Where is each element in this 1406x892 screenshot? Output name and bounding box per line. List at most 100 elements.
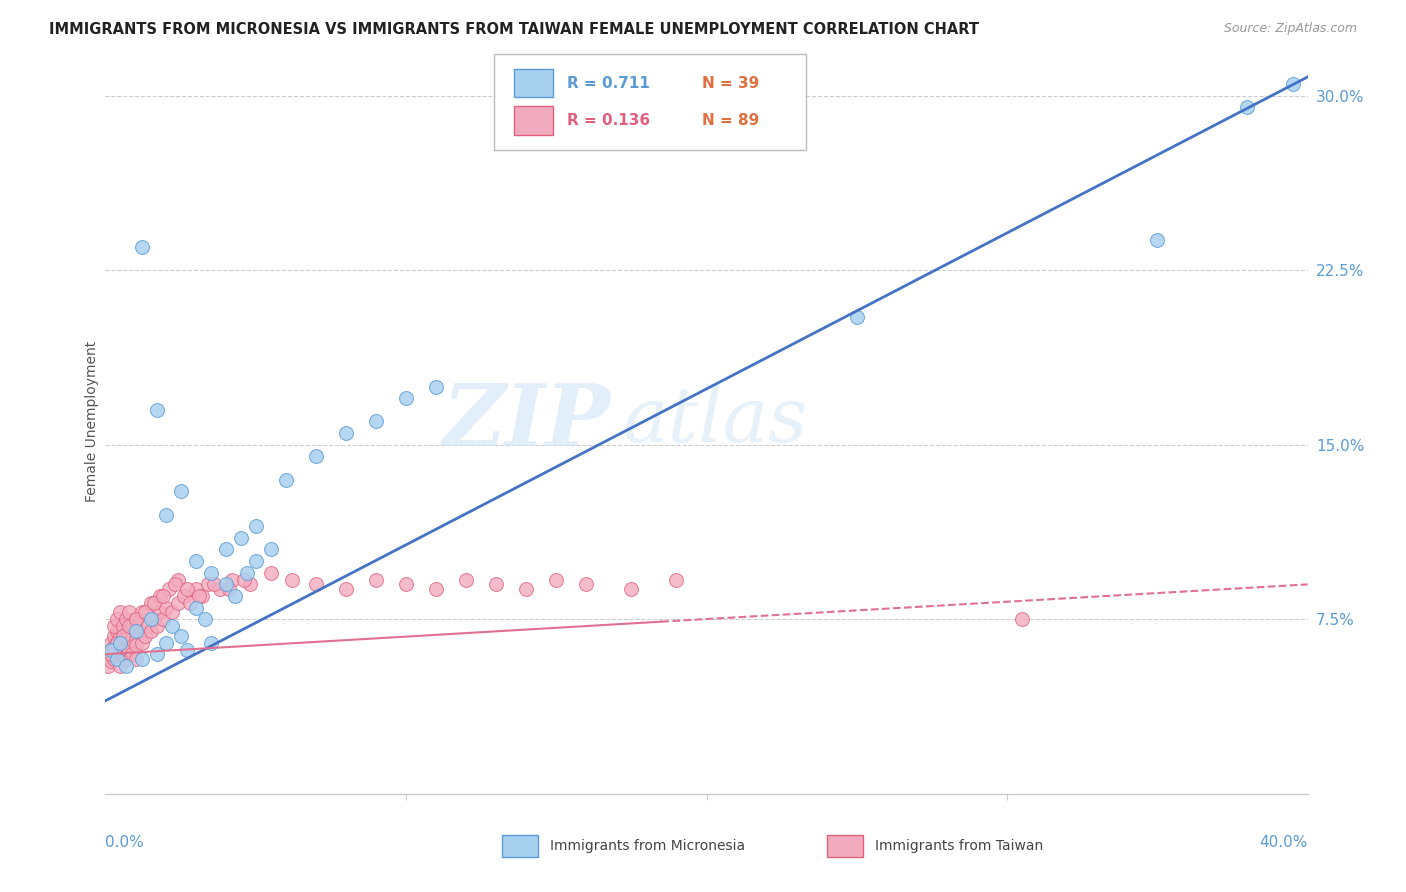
Point <box>425 582 447 596</box>
Point <box>100 654 122 668</box>
Point <box>103 619 125 633</box>
Text: R = 0.711: R = 0.711 <box>567 76 650 91</box>
Point <box>115 652 138 666</box>
Point <box>112 629 135 643</box>
Point <box>202 577 225 591</box>
Point <box>184 554 207 568</box>
Point <box>136 619 159 633</box>
Point <box>107 635 129 649</box>
Point <box>305 577 328 591</box>
Y-axis label: Female Unemployment: Female Unemployment <box>84 341 98 502</box>
Point <box>115 658 138 673</box>
Point <box>124 652 146 666</box>
Point <box>575 577 598 591</box>
Point <box>187 589 209 603</box>
Point <box>148 589 170 603</box>
Point <box>112 624 135 638</box>
Text: Immigrants from Taiwan: Immigrants from Taiwan <box>875 839 1043 853</box>
Point <box>160 605 183 619</box>
Point <box>169 484 191 499</box>
Point <box>118 642 141 657</box>
Point <box>1011 612 1033 626</box>
Point <box>118 605 141 619</box>
Point <box>121 647 143 661</box>
Point <box>110 635 132 649</box>
Point <box>118 619 141 633</box>
Point <box>131 605 153 619</box>
Point <box>100 642 122 657</box>
Point <box>107 624 129 638</box>
Point <box>395 391 418 405</box>
Point <box>100 642 122 657</box>
Point <box>224 589 246 603</box>
Point <box>166 573 188 587</box>
Point <box>214 577 236 591</box>
Text: N = 39: N = 39 <box>702 76 759 91</box>
Point <box>124 638 146 652</box>
Point <box>1236 100 1258 114</box>
Point <box>218 582 240 596</box>
Point <box>97 647 120 661</box>
Point <box>103 642 125 657</box>
Point <box>110 658 132 673</box>
Point <box>152 612 174 626</box>
Point <box>103 640 125 655</box>
Point <box>364 414 387 428</box>
FancyBboxPatch shape <box>502 835 538 857</box>
Point <box>184 600 207 615</box>
Point <box>115 640 138 655</box>
Point <box>145 619 167 633</box>
Point <box>134 605 156 619</box>
Point <box>155 635 177 649</box>
Text: atlas: atlas <box>623 384 807 458</box>
Text: IMMIGRANTS FROM MICRONESIA VS IMMIGRANTS FROM TAIWAN FEMALE UNEMPLOYMENT CORRELA: IMMIGRANTS FROM MICRONESIA VS IMMIGRANTS… <box>49 22 979 37</box>
Point <box>208 582 231 596</box>
Text: N = 89: N = 89 <box>702 113 759 128</box>
Point <box>112 647 135 661</box>
Point <box>152 589 174 603</box>
Text: Source: ZipAtlas.com: Source: ZipAtlas.com <box>1223 22 1357 36</box>
Point <box>107 635 129 649</box>
Point <box>107 612 129 626</box>
Point <box>107 652 129 666</box>
Point <box>121 633 143 648</box>
Text: Immigrants from Micronesia: Immigrants from Micronesia <box>550 839 745 853</box>
Point <box>235 566 257 580</box>
Point <box>169 629 191 643</box>
Point <box>139 624 162 638</box>
Point <box>110 642 132 657</box>
Point <box>485 577 508 591</box>
Point <box>395 577 418 591</box>
Point <box>176 582 198 596</box>
Point <box>176 642 198 657</box>
Point <box>124 612 146 626</box>
FancyBboxPatch shape <box>515 70 553 97</box>
Point <box>110 605 132 619</box>
Point <box>335 426 357 441</box>
Point <box>200 566 222 580</box>
Point <box>118 629 141 643</box>
Point <box>274 473 297 487</box>
Point <box>1146 233 1168 247</box>
Point <box>179 596 201 610</box>
Point <box>131 240 153 254</box>
Point <box>139 596 162 610</box>
Point <box>100 647 122 661</box>
Point <box>142 596 165 610</box>
Point <box>335 582 357 596</box>
Point <box>97 658 120 673</box>
Point <box>232 573 254 587</box>
Point <box>281 573 304 587</box>
Point <box>103 652 125 666</box>
Point <box>128 624 150 638</box>
Point <box>142 612 165 626</box>
Point <box>124 624 146 638</box>
Point <box>845 310 868 324</box>
Point <box>131 635 153 649</box>
Point <box>239 577 262 591</box>
Text: R = 0.136: R = 0.136 <box>567 113 650 128</box>
Point <box>155 508 177 522</box>
Point <box>103 629 125 643</box>
Point <box>305 450 328 464</box>
Point <box>245 554 267 568</box>
